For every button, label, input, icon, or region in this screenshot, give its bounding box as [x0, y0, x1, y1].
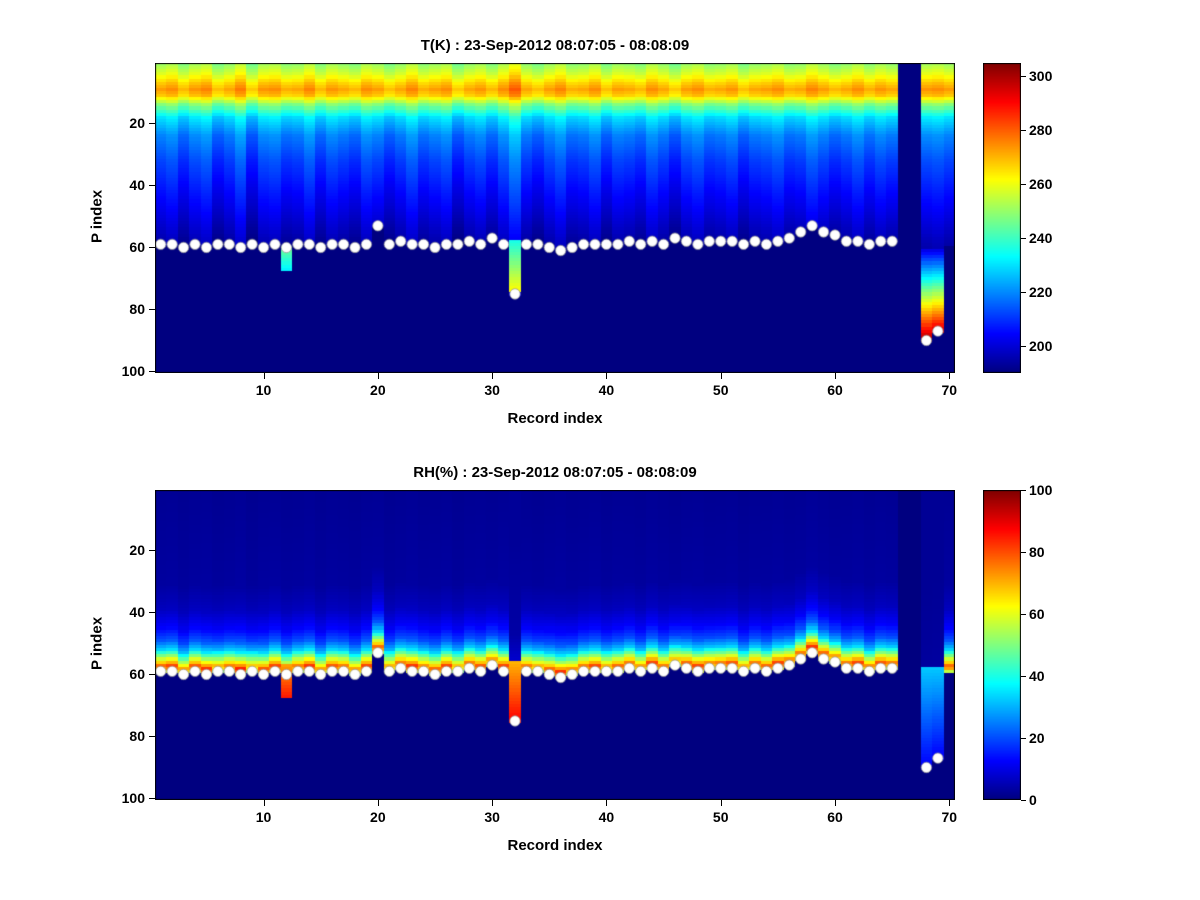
x-tick-label: 40	[598, 809, 615, 825]
plot-t-title: T(K) : 23-Sep-2012 08:07:05 - 08:08:09	[420, 37, 690, 54]
x-tick-label: 30	[484, 382, 500, 398]
colorbar-tick-label: 60	[1029, 606, 1045, 622]
plot-t-ylabel: P index	[88, 189, 106, 244]
y-tick-mark	[149, 798, 155, 800]
plot-rh-ylabel: P index	[88, 616, 106, 671]
x-tick-mark	[835, 373, 836, 379]
y-tick-label: 40	[129, 604, 145, 621]
x-tick-mark	[377, 373, 379, 379]
colorbar-tick-label: 0	[1029, 792, 1037, 808]
x-tick-mark	[949, 373, 951, 379]
x-tick-label: 50	[712, 809, 729, 825]
colorbar-tick-mark	[1021, 614, 1026, 615]
x-tick-label: 70	[941, 382, 958, 398]
x-tick-mark	[720, 373, 722, 379]
x-tick-label: 60	[827, 809, 843, 825]
x-tick-label: 10	[255, 382, 272, 398]
plot-rh-xlabel: Record index	[507, 837, 603, 854]
colorbar-tick-mark	[1021, 676, 1026, 677]
x-tick-label: 10	[255, 809, 272, 825]
colorbar-tick-label: 240	[1029, 230, 1053, 247]
x-tick-mark	[720, 800, 722, 806]
colorbar-tick-label: 200	[1029, 338, 1053, 355]
plot-rh-title: RH(%) : 23-Sep-2012 08:07:05 - 08:08:09	[413, 464, 697, 481]
colorbar-rh	[983, 490, 1021, 800]
y-tick-label: 80	[129, 301, 145, 318]
colorbar-tick-mark	[1021, 238, 1026, 240]
y-tick-label: 100	[121, 363, 145, 380]
colorbar-tick-label: 300	[1029, 68, 1053, 85]
y-tick-mark	[149, 123, 155, 125]
colorbar-tick-label: 20	[1029, 730, 1045, 746]
y-tick-label: 60	[129, 239, 145, 256]
x-tick-mark	[949, 800, 951, 806]
x-tick-mark	[492, 373, 494, 379]
x-tick-mark	[835, 800, 836, 806]
colorbar-tick-label: 80	[1029, 544, 1045, 560]
colorbar-tick-mark	[1021, 738, 1026, 739]
y-tick-mark	[149, 550, 155, 552]
y-tick-mark	[149, 247, 155, 249]
y-tick-mark	[149, 612, 155, 614]
x-tick-mark	[606, 373, 608, 379]
plot-t-xlabel: Record index	[507, 410, 603, 427]
x-tick-label: 70	[941, 809, 958, 825]
y-tick-mark	[149, 185, 155, 187]
y-tick-label: 100	[121, 790, 145, 807]
y-tick-mark	[149, 309, 155, 311]
x-tick-label: 20	[370, 809, 386, 825]
y-tick-label: 60	[129, 666, 145, 683]
colorbar-tick-mark	[1021, 184, 1026, 186]
y-tick-label: 80	[129, 728, 145, 745]
x-tick-label: 40	[598, 382, 615, 398]
colorbar-tick-mark	[1021, 76, 1026, 78]
x-tick-label: 60	[827, 382, 843, 398]
x-tick-mark	[377, 800, 379, 806]
x-tick-mark	[492, 800, 494, 806]
colorbar-tick-mark	[1021, 552, 1026, 553]
x-tick-mark	[263, 373, 265, 379]
y-tick-mark	[149, 736, 155, 738]
y-tick-label: 20	[129, 115, 145, 132]
heatmap-rh	[155, 490, 955, 800]
colorbar-tick-mark	[1021, 490, 1026, 491]
colorbar-tick-mark	[1021, 800, 1026, 801]
colorbar-tick-mark	[1021, 292, 1026, 294]
colorbar-tick-label: 280	[1029, 122, 1053, 139]
x-tick-label: 20	[370, 382, 386, 398]
y-tick-label: 40	[129, 177, 145, 194]
colorbar-tick-mark	[1021, 346, 1026, 348]
colorbar-t	[983, 63, 1021, 373]
colorbar-tick-mark	[1021, 130, 1026, 132]
x-tick-label: 30	[484, 809, 500, 825]
x-tick-mark	[263, 800, 265, 806]
colorbar-tick-label: 40	[1029, 668, 1045, 684]
heatmap-t	[155, 63, 955, 373]
colorbar-tick-label: 100	[1029, 482, 1053, 498]
y-tick-mark	[149, 674, 155, 676]
colorbar-tick-label: 260	[1029, 176, 1053, 193]
x-tick-label: 50	[712, 382, 729, 398]
y-tick-mark	[149, 371, 155, 373]
colorbar-tick-label: 220	[1029, 284, 1053, 301]
y-tick-label: 20	[129, 542, 145, 559]
x-tick-mark	[606, 800, 608, 806]
